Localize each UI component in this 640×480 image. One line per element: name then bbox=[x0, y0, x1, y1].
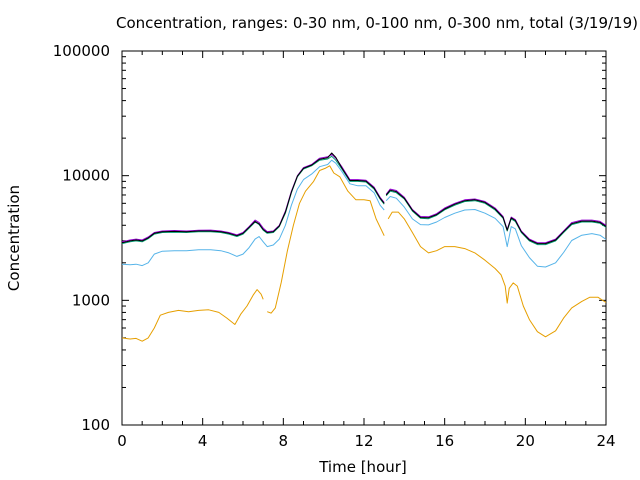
y-tick-label: 10000 bbox=[62, 167, 110, 185]
series-line-5 bbox=[121, 152, 607, 245]
x-axis-label: Time [hour] bbox=[319, 458, 407, 476]
chart-title-text: Concentration, ranges: 0-30 nm, 0-100 nm… bbox=[116, 14, 638, 32]
x-tick-label: 8 bbox=[279, 432, 289, 450]
y-tick-label: 100000 bbox=[53, 42, 110, 60]
x-tick-label: 16 bbox=[435, 432, 454, 450]
x-tick-label: 20 bbox=[516, 432, 535, 450]
x-tick-label: 24 bbox=[596, 432, 615, 450]
y-tick-label: 100 bbox=[81, 416, 110, 434]
x-axis: 0 4 8 12 16 20 24 bbox=[117, 51, 616, 450]
plot-frame bbox=[121, 50, 607, 426]
chart-title: Concentration, ranges: 0-30 nm, 0-100 nm… bbox=[0, 14, 640, 32]
y-axis-label: Concentration bbox=[5, 184, 23, 292]
x-tick-label: 12 bbox=[354, 432, 373, 450]
series-line-2 bbox=[121, 159, 607, 268]
x-tick-label: 0 bbox=[117, 432, 127, 450]
plot-border bbox=[121, 50, 607, 426]
series-line-1 bbox=[121, 165, 607, 342]
y-tick-label: 1000 bbox=[72, 291, 110, 309]
series-line-4 bbox=[121, 153, 607, 244]
series-layer bbox=[121, 152, 607, 342]
y-axis: 100 1000 10000 100000 bbox=[53, 42, 606, 434]
x-tick-label: 4 bbox=[198, 432, 208, 450]
